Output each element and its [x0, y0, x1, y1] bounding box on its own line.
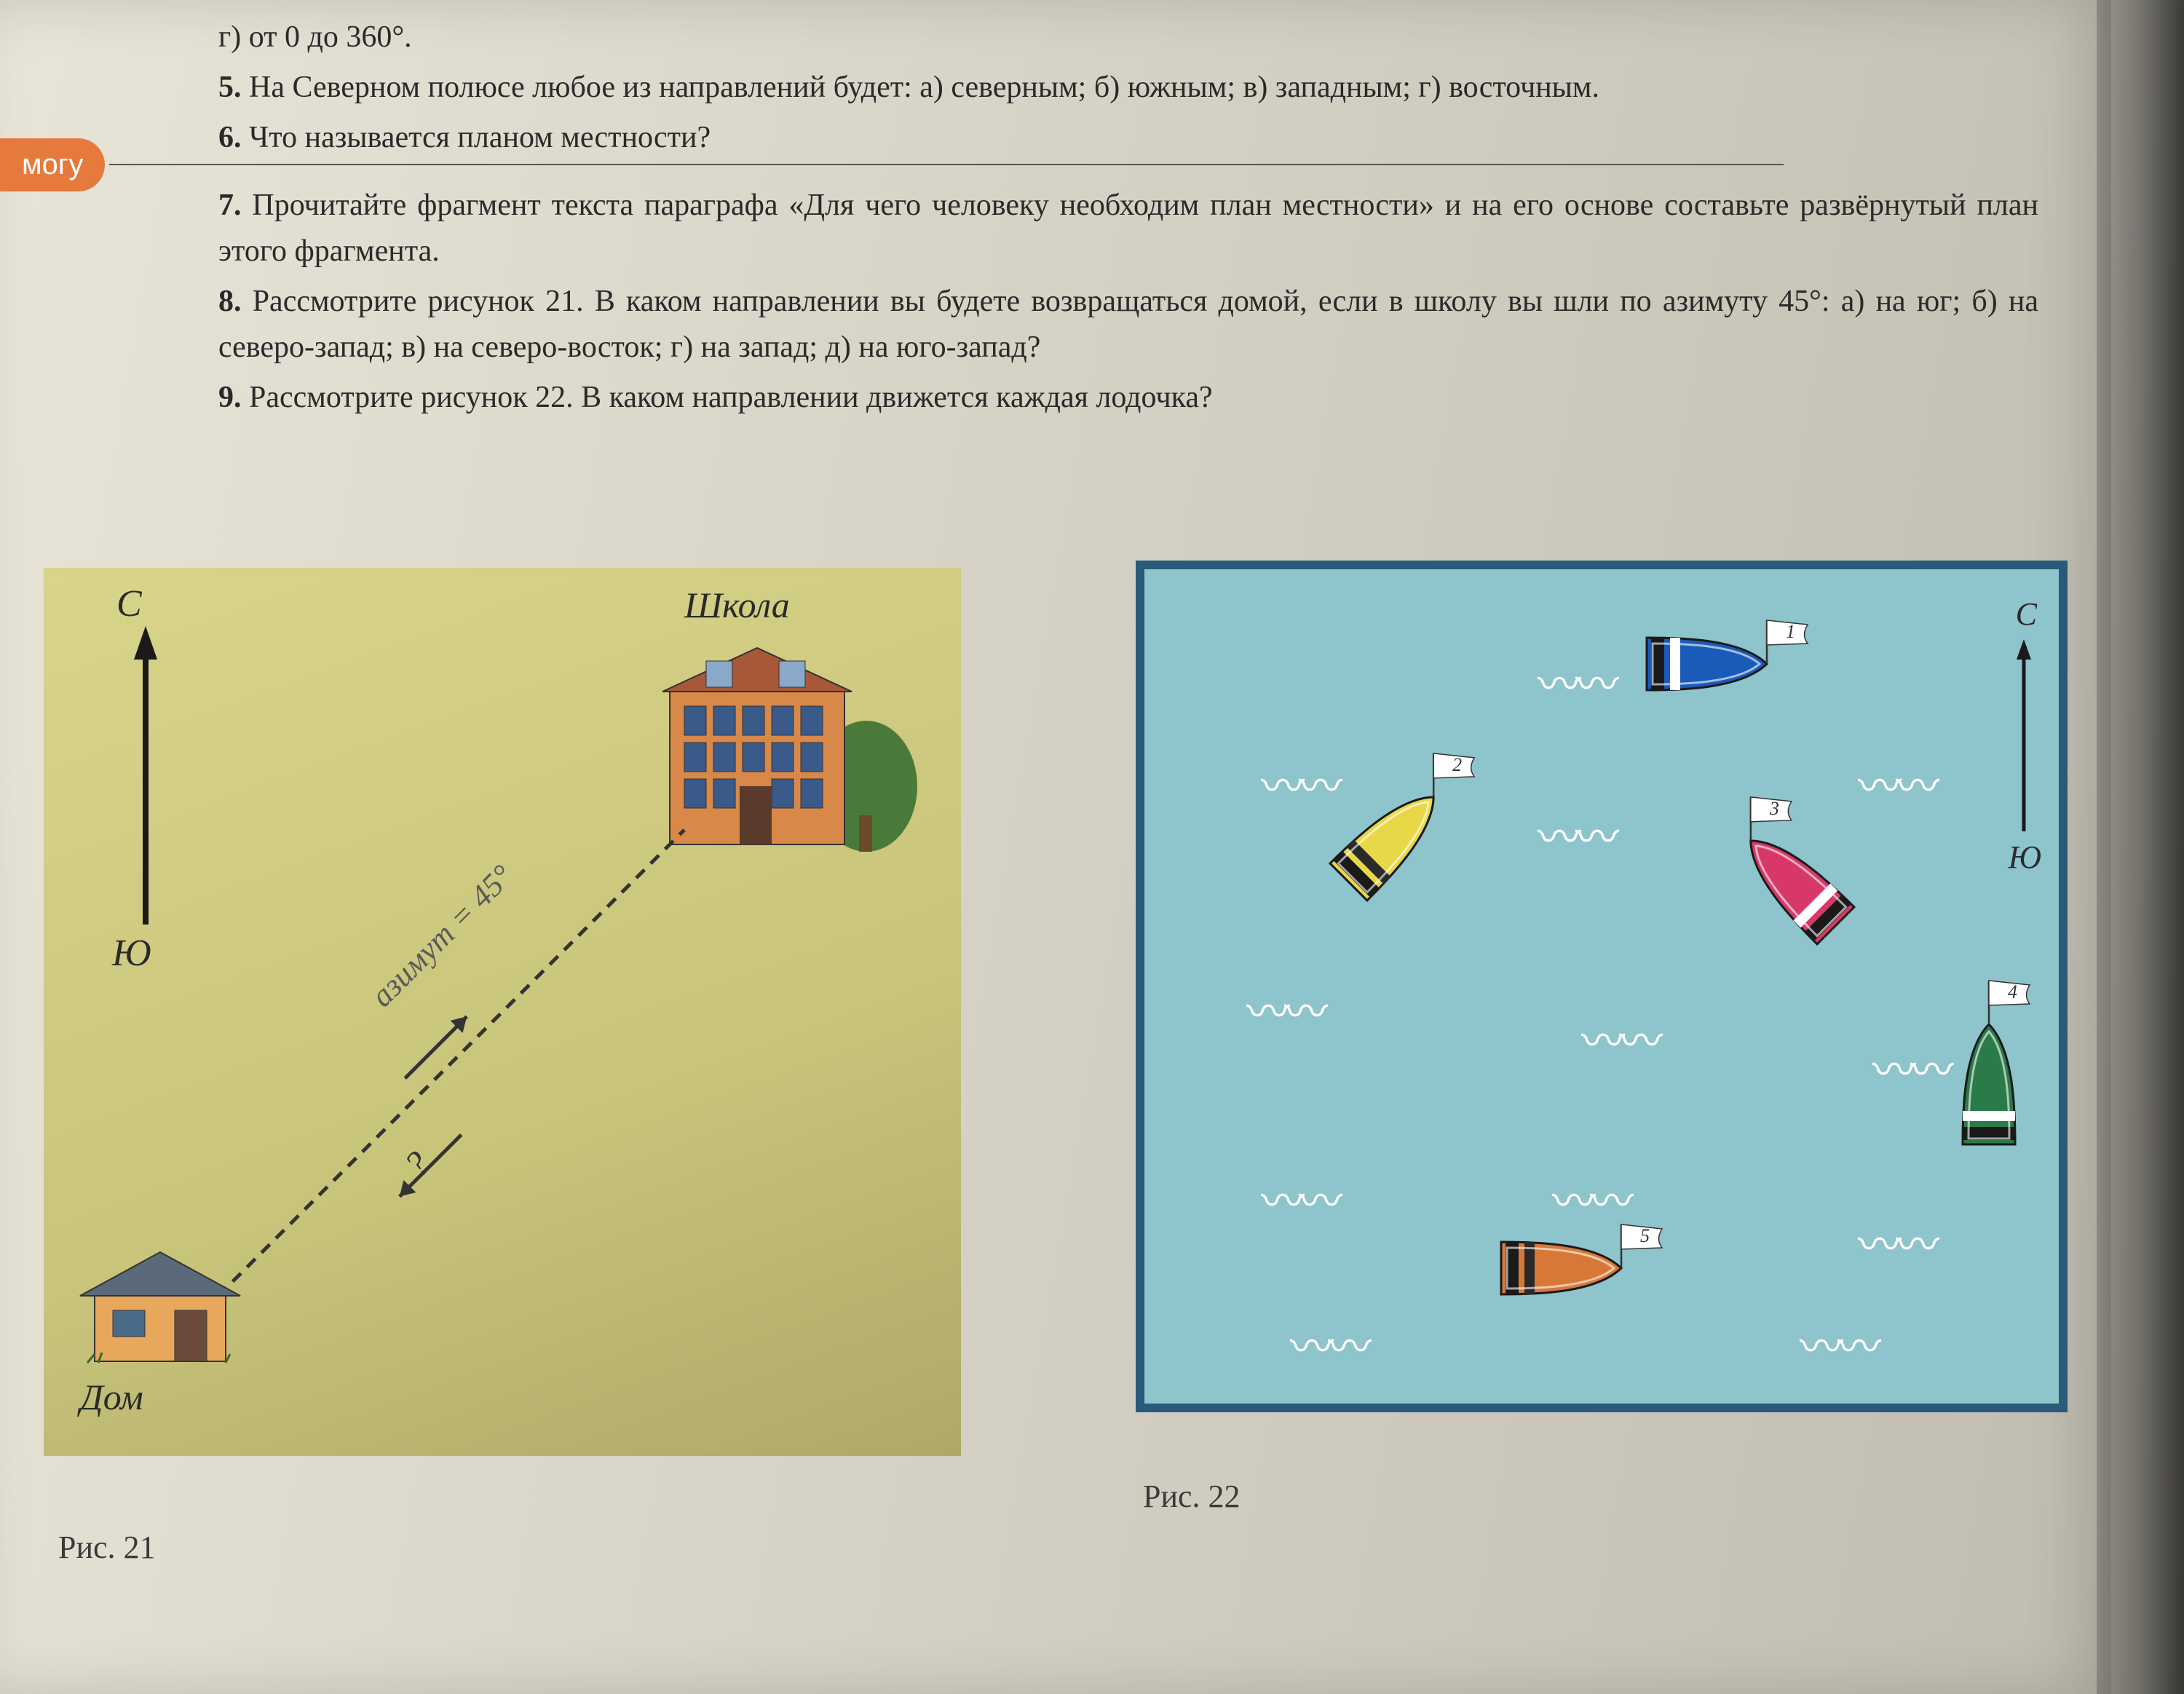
boat-number: 2 — [1452, 754, 1462, 775]
boat-3: 3 — [1705, 795, 1894, 984]
wave-icon: 〰〰 — [1290, 1312, 1366, 1375]
fig21-caption: Рис. 21 — [58, 1529, 156, 1566]
home-label: Дом — [80, 1376, 143, 1418]
q7-num: 7. — [218, 189, 242, 222]
boat-number: 4 — [2008, 981, 2017, 1002]
wave-icon: 〰〰 — [1581, 1006, 1657, 1069]
question-text-block: г) от 0 до 360°. 5. На Северном полюсе л… — [218, 15, 2038, 421]
boat-number: 5 — [1640, 1225, 1650, 1246]
wave-icon: 〰〰 — [1800, 1312, 1875, 1375]
boat-number: 1 — [1786, 621, 1795, 642]
figure-21: С Ю Школа — [44, 568, 961, 1456]
q5-num: 5. — [218, 71, 242, 104]
book-edge — [2097, 0, 2184, 1694]
q5-text: На Северном полюсе любое из направлений … — [249, 71, 1599, 104]
sidebar-label: могу — [22, 149, 83, 181]
q9-num: 9. — [218, 381, 242, 414]
boat-number: 3 — [1769, 798, 1779, 819]
wave-icon: 〰〰 — [1858, 1210, 1934, 1273]
q6-text: Что называется планом местности? — [249, 121, 711, 154]
compass-arrow-icon — [2011, 635, 2037, 839]
boat-1: 1 — [1603, 569, 1792, 759]
sidebar-tag: могу — [0, 138, 105, 191]
q8: 8. Рассмотрите рисунок 21. В каком напра… — [218, 279, 2038, 371]
wave-icon: 〰〰 — [1538, 649, 1613, 713]
q7: 7. Прочитайте фрагмент текста параграфа … — [218, 183, 2038, 274]
boat-4: 4 — [1894, 999, 2084, 1188]
q6-num: 6. — [218, 121, 242, 154]
figures-row: С Ю Школа — [44, 568, 2082, 1587]
figure-22: С Ю 〰〰〰〰〰〰〰〰〰〰〰〰〰〰〰〰〰〰〰〰〰〰〰〰 12345 — [1136, 561, 2068, 1412]
fig22-south: Ю — [2009, 839, 2041, 876]
wave-icon: 〰〰 — [1538, 802, 1613, 866]
fig22-north: С — [2016, 595, 2037, 633]
wave-icon: 〰〰 — [1261, 1166, 1337, 1230]
q5: 5. На Северном полюсе любое из направлен… — [218, 65, 2038, 111]
q9: 9. Рассмотрите рисунок 22. В каком напра… — [218, 375, 2038, 421]
boat-2: 2 — [1290, 751, 1479, 941]
textbook-page: г) от 0 до 360°. 5. На Северном полюсе л… — [0, 0, 2111, 1694]
q4-tail: г) от 0 до 360°. — [218, 15, 2038, 60]
q8-num: 8. — [218, 285, 242, 318]
q9-text: Рассмотрите рисунок 22. В каком направле… — [249, 381, 1213, 414]
boat-5: 5 — [1457, 1173, 1647, 1363]
q7-text: Прочитайте фрагмент текста параграфа «Дл… — [218, 189, 2038, 268]
q8-text: Рассмотрите рисунок 21. В каком направле… — [218, 285, 2038, 364]
divider-line — [109, 164, 1784, 165]
house-icon — [66, 1238, 255, 1369]
fig22-caption: Рис. 22 — [1143, 1478, 1241, 1515]
q6: 6. Что называется планом местности? — [218, 115, 2038, 161]
wave-icon: 〰〰 — [1246, 977, 1322, 1040]
